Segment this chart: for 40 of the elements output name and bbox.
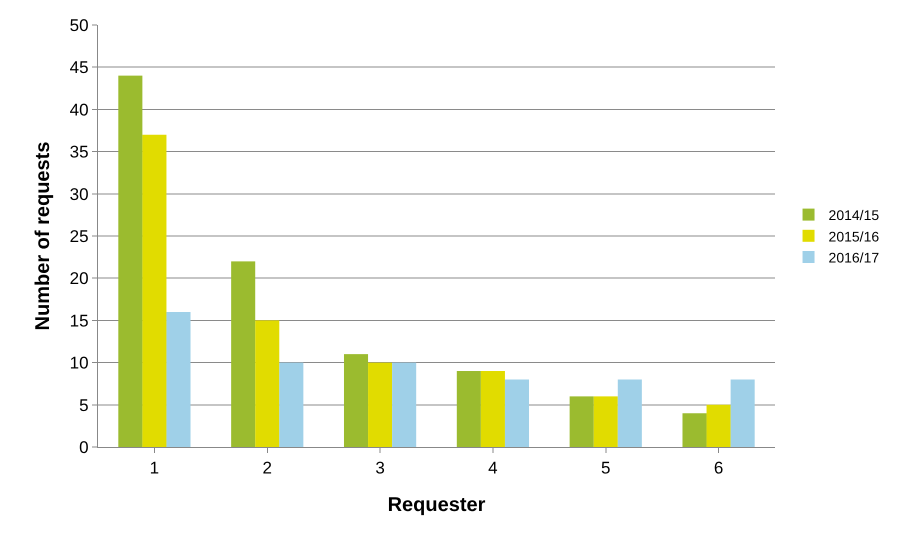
x-tick-label: 4	[488, 458, 498, 478]
y-tick-label: 15	[70, 311, 89, 330]
bar	[594, 396, 618, 447]
legend-label: 2014/15	[828, 207, 880, 224]
y-tick-label: 30	[70, 184, 89, 204]
y-tick-label: 45	[70, 58, 89, 78]
bar	[231, 261, 256, 447]
bar	[368, 362, 392, 447]
bar	[166, 312, 191, 447]
bar	[392, 362, 416, 447]
legend-label: 2015/16	[828, 228, 880, 244]
y-tick-label: 5	[79, 396, 89, 415]
bar	[255, 320, 280, 447]
bar	[480, 371, 505, 447]
bar	[570, 396, 594, 447]
x-axis-title: Requester	[388, 494, 486, 516]
y-axis-title: Number of requests	[32, 142, 54, 330]
legend-label: 2016/17	[828, 249, 880, 266]
bar	[142, 134, 166, 447]
bar	[118, 76, 142, 447]
x-tick-label: 3	[375, 458, 385, 478]
bar	[618, 379, 642, 447]
x-tick-label: 6	[714, 458, 724, 478]
bar	[706, 404, 731, 447]
y-tick-label: 40	[70, 100, 89, 120]
bar	[456, 371, 481, 447]
y-tick-label: 0	[79, 438, 89, 457]
bar	[344, 354, 368, 447]
y-tick-label: 20	[70, 269, 89, 288]
x-tick-label: 1	[150, 458, 160, 478]
x-tick-label: 2	[262, 458, 272, 478]
y-tick-label: 10	[70, 354, 89, 373]
bar	[279, 362, 304, 447]
bar	[682, 413, 707, 447]
bar	[504, 379, 530, 447]
y-tick-label: 50	[70, 16, 89, 35]
y-tick-label: 25	[70, 226, 89, 246]
y-tick-label: 35	[70, 142, 89, 162]
x-tick-label: 5	[601, 458, 610, 478]
bar	[730, 379, 755, 447]
